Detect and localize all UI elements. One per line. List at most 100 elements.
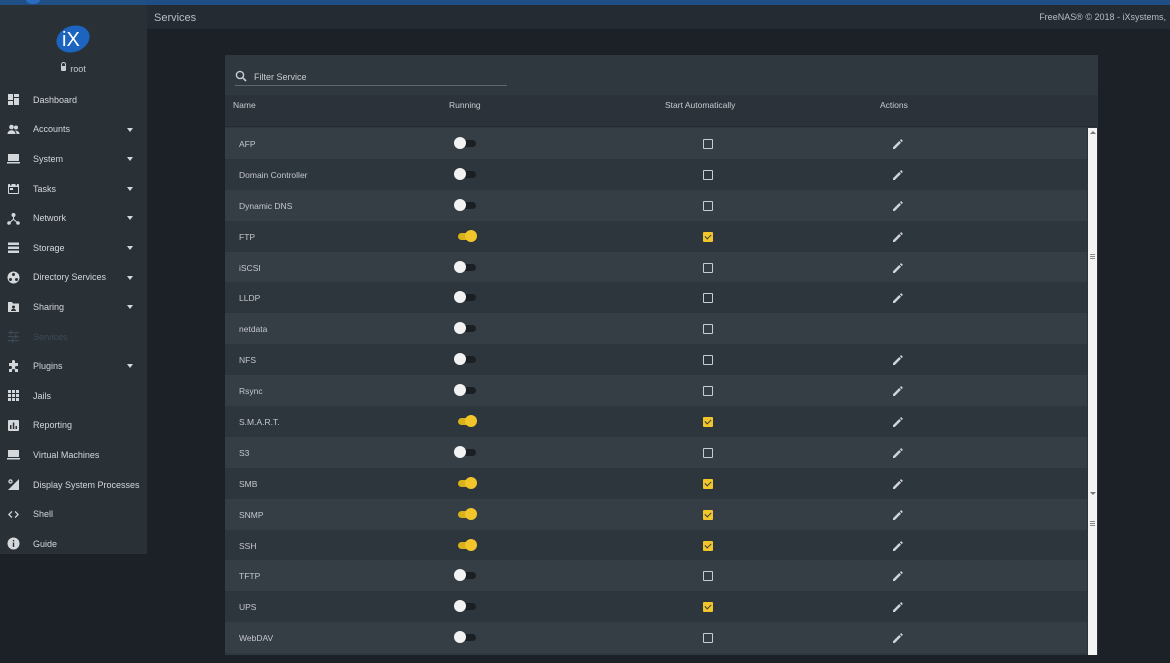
running-toggle[interactable]	[454, 507, 478, 520]
edit-icon[interactable]	[892, 415, 904, 428]
running-toggle[interactable]	[454, 600, 478, 613]
start-automatically-checkbox[interactable]	[703, 169, 713, 180]
start-automatically-checkbox[interactable]	[703, 200, 713, 211]
edit-icon[interactable]	[892, 291, 904, 304]
sidebar-item-system[interactable]: System	[0, 144, 147, 174]
start-automatically-checkbox[interactable]	[703, 262, 713, 273]
running-toggle[interactable]	[454, 415, 478, 428]
column-start-automatically[interactable]: Start Automatically	[665, 100, 736, 110]
service-name: S.M.A.R.T.	[239, 417, 280, 428]
start-automatically-checkbox[interactable]	[703, 417, 713, 428]
sidebar-item-plugins[interactable]: Plugins	[0, 351, 147, 381]
sidebar-item-guide[interactable]: Guide	[0, 529, 147, 559]
sidebar-item-network[interactable]: Network	[0, 203, 147, 233]
edit-icon[interactable]	[892, 631, 904, 644]
edit-icon[interactable]	[892, 199, 904, 211]
virtual-machines-icon	[7, 448, 20, 461]
table-row: S3	[225, 436, 1087, 468]
caret-down-icon[interactable]	[127, 364, 133, 369]
running-toggle[interactable]	[454, 229, 478, 242]
running-toggle[interactable]	[454, 538, 478, 551]
toggle-track	[458, 634, 476, 642]
running-toggle[interactable]	[454, 476, 478, 489]
page-header: Services FreeNAS® © 2018 - iXsystems,	[147, 5, 1170, 29]
table-scrollbar[interactable]	[1087, 128, 1098, 655]
edit-icon[interactable]	[892, 230, 904, 242]
service-name: Domain Controller	[239, 169, 308, 180]
scrollbar-track[interactable]	[1088, 128, 1097, 655]
start-automatically-checkbox[interactable]	[703, 324, 713, 335]
column-name[interactable]: Name	[233, 100, 256, 110]
sidebar-item-accounts[interactable]: Accounts	[0, 115, 147, 145]
sidebar-item-jails[interactable]: Jails	[0, 381, 147, 411]
start-automatically-checkbox[interactable]	[703, 478, 713, 489]
sidebar-item-shell[interactable]: Shell	[0, 499, 147, 529]
sidebar-item-label: Shell	[33, 509, 54, 520]
edit-icon[interactable]	[892, 569, 904, 582]
caret-down-icon[interactable]	[127, 305, 133, 310]
edit-icon[interactable]	[892, 508, 904, 520]
service-name: AFP	[239, 139, 256, 149]
table-row: TFTP	[225, 560, 1087, 592]
running-toggle[interactable]	[454, 198, 478, 211]
scroll-up-icon[interactable]	[1090, 131, 1096, 134]
sidebar-item-storage[interactable]: Storage	[0, 233, 147, 263]
edit-icon[interactable]	[892, 384, 904, 397]
start-automatically-checkbox[interactable]	[703, 540, 713, 551]
start-automatically-checkbox[interactable]	[703, 571, 713, 582]
sidebar-item-virtual-machines[interactable]: Virtual Machines	[0, 440, 147, 470]
sidebar-item-reporting[interactable]: Reporting	[0, 411, 147, 441]
edit-icon[interactable]	[892, 539, 904, 551]
sidebar-item-label: Guide	[33, 538, 58, 549]
edit-icon[interactable]	[892, 600, 904, 613]
table-header: Name Running Start Automatically Actions	[225, 95, 1098, 127]
sidebar-item-dashboard[interactable]: Dashboard	[0, 85, 147, 115]
running-toggle[interactable]	[454, 569, 478, 582]
scroll-grip-icon[interactable]	[1090, 521, 1095, 526]
caret-down-icon[interactable]	[127, 216, 133, 221]
start-automatically-checkbox[interactable]	[703, 231, 713, 242]
sidebar-item-services[interactable]: Services	[0, 322, 147, 352]
start-automatically-checkbox[interactable]	[703, 293, 713, 304]
username: root	[70, 64, 86, 74]
start-automatically-checkbox[interactable]	[703, 139, 713, 149]
service-name: LLDP	[239, 293, 261, 304]
running-toggle[interactable]	[454, 445, 478, 458]
sidebar-item-label: Virtual Machines	[33, 449, 100, 460]
start-automatically-checkbox[interactable]	[703, 633, 713, 644]
edit-icon[interactable]	[892, 137, 904, 149]
sidebar-item-tasks[interactable]: Tasks	[0, 174, 147, 204]
services-table-body: AFP Domain Controller Dynamic DNS FTP iSCSI L…	[225, 128, 1087, 654]
running-toggle[interactable]	[454, 137, 478, 149]
service-name: FTP	[239, 231, 256, 242]
scroll-grip-icon[interactable]	[1090, 254, 1095, 259]
sidebar-item-display-system-processes[interactable]: Display System Processes	[0, 470, 147, 500]
scroll-down-icon[interactable]	[1090, 492, 1096, 495]
running-toggle[interactable]	[454, 260, 478, 273]
caret-down-icon[interactable]	[127, 127, 133, 132]
edit-icon[interactable]	[892, 168, 904, 180]
running-toggle[interactable]	[454, 353, 478, 366]
edit-icon[interactable]	[892, 353, 904, 366]
edit-icon[interactable]	[892, 446, 904, 458]
caret-down-icon[interactable]	[127, 186, 133, 191]
caret-down-icon[interactable]	[127, 157, 133, 162]
start-automatically-checkbox[interactable]	[703, 355, 713, 366]
start-automatically-checkbox[interactable]	[703, 602, 713, 613]
running-toggle[interactable]	[454, 167, 478, 180]
search-input[interactable]	[254, 70, 494, 84]
start-automatically-checkbox[interactable]	[703, 509, 713, 520]
running-toggle[interactable]	[454, 631, 478, 644]
column-running[interactable]: Running	[449, 100, 481, 110]
edit-icon[interactable]	[892, 261, 904, 273]
start-automatically-checkbox[interactable]	[703, 386, 713, 397]
start-automatically-checkbox[interactable]	[703, 447, 713, 458]
running-toggle[interactable]	[454, 384, 478, 397]
running-toggle[interactable]	[454, 322, 478, 335]
sidebar-item-directory-services[interactable]: Directory Services	[0, 263, 147, 293]
running-toggle[interactable]	[454, 291, 478, 304]
edit-icon[interactable]	[892, 477, 904, 489]
caret-down-icon[interactable]	[127, 245, 133, 250]
caret-down-icon[interactable]	[127, 275, 133, 280]
sidebar-item-sharing[interactable]: Sharing	[0, 292, 147, 322]
